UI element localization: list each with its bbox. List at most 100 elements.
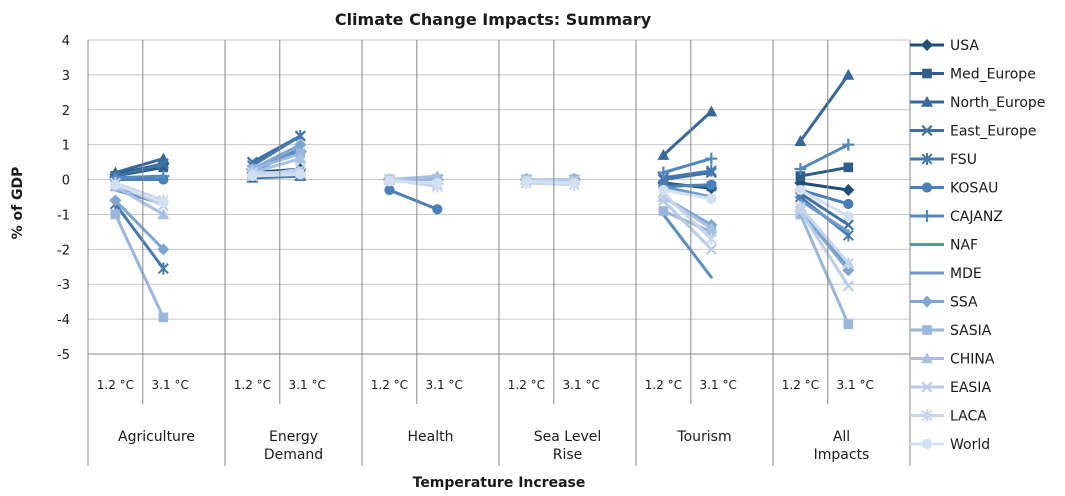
temperature-label: 1.2 °C [234, 378, 271, 392]
data-point [109, 194, 122, 207]
legend-item: North_Europe [910, 95, 1045, 111]
legend-item: SASIA [910, 323, 992, 339]
y-tick-label: 0 [62, 174, 70, 189]
data-point [157, 208, 170, 220]
series-north-europe [109, 68, 855, 185]
data-point [157, 243, 170, 256]
data-point [705, 222, 718, 234]
group-label: Health [408, 429, 454, 445]
series-line [798, 181, 850, 192]
group-label-line: Impacts [814, 447, 870, 463]
legend-item: MDE [910, 266, 982, 282]
data-point [794, 201, 806, 214]
data-point [843, 198, 854, 210]
legend-item: FSU [910, 152, 977, 168]
series-line [113, 174, 165, 180]
series-line [661, 185, 713, 199]
series-line [387, 179, 439, 185]
data-point [794, 163, 807, 176]
data-point [705, 243, 717, 255]
group-label-line: Sea Level [534, 429, 601, 445]
data-point [384, 184, 395, 196]
data-point [842, 280, 854, 292]
data-point [705, 152, 718, 165]
group-label-line: All [833, 429, 850, 445]
group-label-line: Health [408, 429, 454, 445]
y-tick-label: 2 [62, 104, 70, 119]
data-point [843, 211, 854, 222]
group-label: All Impacts [814, 429, 870, 463]
legend-label: KOSAU [950, 181, 998, 197]
series-line [798, 143, 850, 171]
series-line [798, 209, 850, 288]
series-line [113, 183, 165, 204]
legend-item: Med_Europe [910, 67, 1036, 83]
temperature-label: 1.2 °C [782, 378, 819, 392]
group-label: Agriculture [118, 429, 195, 445]
legend-marker [922, 325, 932, 335]
legend-label: LACA [950, 409, 987, 425]
series-line [524, 181, 576, 187]
series-line [113, 202, 165, 271]
group-label-line: Energy [269, 429, 318, 445]
data-point [843, 319, 854, 330]
y-tick-label: 4 [62, 34, 70, 49]
series-med-europe [110, 162, 854, 192]
legend-marker [921, 153, 933, 165]
data-point [158, 312, 169, 323]
legend-marker [921, 210, 933, 222]
legend-label: CAJANZ [950, 209, 1003, 225]
legend-label: USA [950, 38, 979, 54]
series-line [661, 198, 713, 251]
series-layer [109, 68, 855, 330]
temperature-label: 3.1 °C [563, 378, 600, 392]
series-line [113, 181, 165, 202]
legend-marker [921, 39, 933, 51]
series-line [250, 134, 302, 168]
data-point-stroke [157, 158, 169, 170]
legend-label: MDE [950, 266, 982, 282]
data-point [110, 179, 121, 190]
temperature-label: 3.1 °C [152, 378, 189, 392]
data-point [295, 169, 306, 180]
data-point [384, 176, 395, 187]
legend-item: EASIA [910, 380, 991, 396]
temperature-label: 3.1 °C [700, 378, 737, 392]
data-point [705, 164, 717, 177]
series-sasia [110, 148, 854, 330]
series-ssa [109, 138, 855, 277]
legend-item: SSA [910, 295, 978, 311]
group-label-line: Agriculture [118, 429, 195, 445]
series-world [110, 169, 854, 222]
group-label-line: Tourism [676, 429, 731, 445]
temperature-label: 1.2 °C [645, 378, 682, 392]
legend-label: North_Europe [950, 95, 1045, 111]
legend-label: World [950, 437, 990, 453]
data-point [795, 184, 806, 196]
series-line [113, 185, 165, 216]
series-line [113, 212, 165, 319]
legend-label: East_Europe [950, 124, 1036, 140]
data-point [842, 68, 855, 80]
data-point-stroke [705, 243, 717, 255]
series-line [798, 165, 850, 178]
data-point [842, 257, 854, 270]
data-point [843, 162, 854, 173]
legend-marker [921, 438, 933, 450]
series-kosau [110, 170, 854, 215]
data-point [432, 204, 443, 215]
legend-item: CHINA [910, 352, 995, 368]
data-point [158, 197, 169, 208]
series-line [661, 188, 713, 201]
data-point [658, 184, 669, 196]
legend-item: USA [910, 38, 979, 54]
data-point [706, 179, 717, 190]
data-point-stroke [842, 280, 854, 292]
data-point [705, 105, 718, 117]
data-point [705, 232, 717, 245]
legend-marker-stroke [921, 124, 933, 137]
series-line [798, 192, 850, 227]
data-point [157, 170, 170, 183]
data-point [157, 152, 170, 164]
